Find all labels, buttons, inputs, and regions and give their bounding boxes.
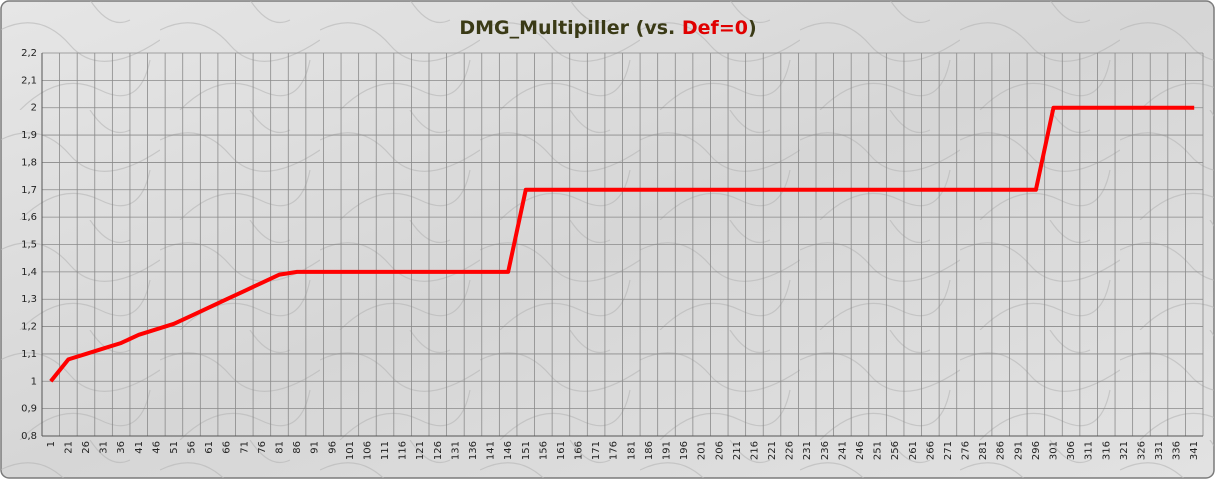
x-tick-label: 201 (697, 441, 708, 460)
x-tick-label: 186 (644, 441, 655, 460)
x-tick-label: 316 (1101, 441, 1112, 460)
x-tick-label: 156 (538, 441, 549, 460)
x-tick-label: 256 (890, 441, 901, 460)
y-tick-label: 2 (31, 103, 37, 114)
x-tick-label: 226 (785, 441, 796, 460)
y-tick-label: 1,5 (21, 240, 37, 251)
x-tick-label: 176 (609, 441, 620, 460)
x-tick-label: 231 (802, 441, 813, 460)
x-tick-label: 121 (415, 441, 426, 460)
y-tick-label: 1,1 (21, 349, 37, 360)
chart-title: DMG_Multipiller (vs. Def=0) (459, 17, 756, 39)
y-tick-label: 1 (31, 376, 37, 387)
x-tick-label: 71 (239, 441, 250, 454)
x-tick-label: 96 (327, 441, 338, 454)
x-tick-label: 136 (468, 441, 479, 460)
x-tick-label: 61 (204, 441, 215, 454)
y-tick-label: 1,8 (21, 157, 37, 168)
y-tick-label: 2,1 (21, 75, 37, 86)
x-tick-label: 161 (556, 441, 567, 460)
x-tick-label: 191 (661, 441, 672, 460)
x-tick-label: 326 (1136, 441, 1147, 460)
x-tick-label: 101 (345, 441, 356, 460)
x-tick-label: 246 (855, 441, 866, 460)
x-tick-label: 86 (292, 441, 303, 454)
x-tick-label: 311 (1084, 441, 1095, 460)
x-tick-label: 296 (1031, 441, 1042, 460)
x-tick-label: 281 (978, 441, 989, 460)
y-tick-label: 1,3 (21, 294, 37, 305)
x-tick-label: 111 (380, 441, 391, 460)
x-tick-label: 276 (961, 441, 972, 460)
x-tick-label: 261 (908, 441, 919, 460)
x-tick-label: 286 (996, 441, 1007, 460)
x-tick-label: 21 (63, 441, 74, 454)
x-tick-label: 331 (1154, 441, 1165, 460)
x-tick-label: 336 (1172, 441, 1183, 460)
x-tick-label: 66 (222, 441, 233, 454)
data-line (49, 105, 1195, 383)
x-tick-label: 171 (591, 441, 602, 460)
texture (1, 1, 1214, 478)
x-tick-label: 221 (767, 441, 778, 460)
x-tick-label: 116 (398, 441, 409, 460)
x-tick-label: 36 (116, 441, 127, 454)
x-tick-label: 251 (873, 441, 884, 460)
x-tick-label: 51 (169, 441, 180, 454)
x-tick-label: 241 (837, 441, 848, 460)
x-tick-label: 211 (732, 441, 743, 460)
x-tick-label: 91 (310, 441, 321, 454)
x-tick-label: 141 (486, 441, 497, 460)
x-tick-label: 321 (1119, 441, 1130, 460)
x-tick-label: 151 (521, 441, 532, 460)
x-tick-label: 236 (820, 441, 831, 460)
x-tick-label: 106 (362, 441, 373, 460)
x-tick-label: 131 (450, 441, 461, 460)
x-tick-label: 301 (1048, 441, 1059, 460)
x-tick-label: 306 (1066, 441, 1077, 460)
title-part: DMG_Multipiller (vs. (459, 17, 682, 39)
y-tick-label: 1,2 (21, 322, 37, 333)
x-tick-label: 76 (257, 441, 268, 454)
title-part: Def=0 (682, 17, 748, 39)
x-tick-label: 26 (81, 441, 92, 454)
y-tick-label: 1,4 (21, 267, 37, 278)
x-tick-label: 341 (1189, 441, 1200, 460)
y-tick-label: 1,6 (21, 212, 37, 223)
title-part: ) (748, 17, 757, 39)
x-tick-label: 46 (151, 441, 162, 454)
x-tick-label: 56 (187, 441, 198, 454)
x-tick-label: 166 (574, 441, 585, 460)
y-tick-label: 2,2 (21, 48, 37, 59)
y-tick-label: 1,7 (21, 185, 37, 196)
x-tick-label: 206 (714, 441, 725, 460)
x-tick-label: 196 (679, 441, 690, 460)
x-tick-label: 146 (503, 441, 514, 460)
y-tick-label: 1,9 (21, 130, 37, 141)
x-tick-label: 181 (626, 441, 637, 460)
x-tick-label: 126 (433, 441, 444, 460)
y-tick-label: 0,8 (21, 431, 37, 442)
x-tick-label: 266 (925, 441, 936, 460)
x-tick-label: 31 (99, 441, 110, 454)
y-tick-label: 0,9 (21, 404, 37, 415)
x-tick-label: 216 (749, 441, 760, 460)
x-tick-label: 81 (274, 441, 285, 454)
x-tick-label: 1 (46, 441, 57, 447)
x-tick-label: 291 (1013, 441, 1024, 460)
x-tick-label: 271 (943, 441, 954, 460)
x-tick-label: 41 (134, 441, 145, 454)
